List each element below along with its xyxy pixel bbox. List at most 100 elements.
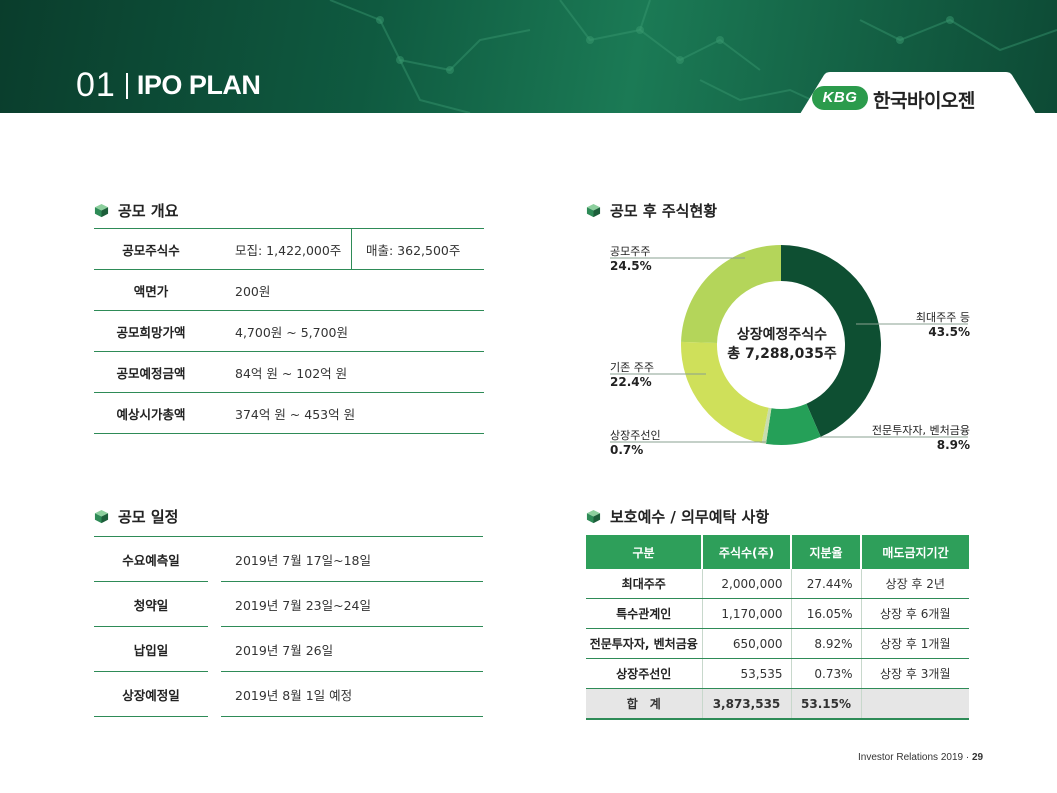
slice-percent: 24.5% [610, 259, 652, 273]
slice-name: 상장주선인 [610, 429, 661, 442]
cell-period: 상장 후 3개월 [861, 658, 969, 689]
cube-icon [94, 509, 109, 524]
row-value: 84억 원 ~ 102억 원 [221, 351, 484, 393]
cube-icon [586, 509, 601, 524]
center-label-1: 상장예정주식수 [736, 327, 828, 343]
table-header-row: 구분 주식수(주) 지분율 매도금지기간 [586, 535, 969, 569]
row-value: 2019년 7월 17일~18일 [221, 536, 483, 582]
cell-shares: 53,535 [702, 658, 792, 689]
cell-period [861, 688, 969, 720]
slice-label-vc: 전문투자자, 벤처금융 8.9% [830, 424, 970, 452]
cube-icon [94, 203, 109, 218]
col-header: 구분 [586, 535, 703, 569]
slice-label-underwriter: 상장주선인 0.7% [610, 429, 661, 457]
lockup-table: 구분 주식수(주) 지분율 매도금지기간 최대주주 2,000,000 27.4… [586, 535, 969, 720]
table-row: 상장예정일 2019년 8월 1일 예정 [94, 671, 483, 717]
lockup-title-text: 보호예수 / 의무예탁 사항 [610, 508, 770, 526]
schedule-section-title: 공모 일정 [94, 506, 178, 527]
table-row: 청약일 2019년 7월 23일~24일 [94, 581, 483, 627]
page-title: IPO PLAN [136, 70, 261, 100]
cell-ratio: 53.15% [791, 688, 862, 720]
cell-name: 최대주주 [586, 569, 703, 599]
row-label: 납입일 [94, 626, 208, 672]
slice-name: 공모주주 [610, 245, 651, 258]
donut-slice [765, 403, 821, 445]
cell-shares: 1,170,000 [702, 598, 792, 629]
cell-name: 상장주선인 [586, 658, 703, 689]
cell-shares: 650,000 [702, 628, 792, 659]
row-value: 2019년 7월 23일~24일 [221, 581, 483, 627]
slice-percent: 8.9% [936, 438, 970, 452]
row-value: 4,700원 ~ 5,700원 [221, 310, 484, 352]
row-label: 수요예측일 [94, 536, 208, 582]
row-value: 모집: 1,422,000주 [221, 228, 352, 270]
row-label: 공모예정금액 [94, 351, 208, 393]
cube-icon [586, 203, 601, 218]
heading-divider [125, 72, 128, 99]
table-row: 공모주식수 모집: 1,422,000주 매출: 362,500주 [94, 228, 484, 270]
table-row: 공모예정금액 84억 원 ~ 102억 원 [94, 351, 484, 393]
slice-percent: 22.4% [610, 375, 652, 389]
page-heading: 01 IPO PLAN [76, 66, 261, 105]
col-header: 지분율 [791, 535, 862, 569]
row-label: 공모희망가액 [94, 310, 208, 352]
company-name: 한국바이오젠 [873, 90, 975, 112]
slice-label-existing: 기존 주주 22.4% [610, 361, 654, 389]
row-value-2: 매출: 362,500주 [351, 228, 484, 270]
table-row: 예상시가총액 374억 원 ~ 453억 원 [94, 392, 484, 434]
header-banner: 01 IPO PLAN [0, 0, 1057, 113]
table-row: 최대주주 2,000,000 27.44% 상장 후 2년 [586, 569, 969, 599]
slice-name: 최대주주 등 [915, 311, 970, 324]
table-row: 납입일 2019년 7월 26일 [94, 626, 483, 672]
lockup-section-title: 보호예수 / 의무예탁 사항 [586, 506, 769, 527]
slice-percent: 0.7% [610, 443, 644, 457]
slice-name: 기존 주주 [610, 361, 654, 374]
cell-period: 상장 후 6개월 [861, 598, 969, 629]
section-number: 01 [76, 66, 116, 104]
slice-label-public: 공모주주 24.5% [610, 245, 652, 273]
cell-ratio: 8.92% [791, 628, 862, 659]
page-number: 29 [971, 752, 984, 763]
cell-name: 합 계 [586, 688, 703, 720]
offering-title-text: 공모 개요 [118, 202, 179, 220]
shareholding-title-text: 공모 후 주식현황 [610, 202, 718, 220]
cell-ratio: 16.05% [791, 598, 862, 629]
schedule-table: 수요예측일 2019년 7월 17일~18일 청약일 2019년 7월 23일~… [94, 536, 483, 717]
col-header: 매도금지기간 [861, 535, 969, 569]
shareholding-section-title: 공모 후 주식현황 [586, 200, 717, 221]
offering-table: 공모주식수 모집: 1,422,000주 매출: 362,500주 액면가 20… [94, 228, 484, 434]
slice-name: 전문투자자, 벤처금융 [871, 424, 970, 437]
row-label: 상장예정일 [94, 671, 208, 717]
row-value: 200원 [221, 269, 484, 311]
row-label: 공모주식수 [94, 228, 208, 270]
cell-period: 상장 후 1개월 [861, 628, 969, 659]
table-row: 상장주선인 53,535 0.73% 상장 후 3개월 [586, 658, 969, 689]
cell-ratio: 0.73% [791, 658, 862, 689]
molecule-pattern [329, 0, 1057, 113]
col-header: 주식수(주) [702, 535, 792, 569]
cell-ratio: 27.44% [791, 569, 862, 599]
cell-name: 특수관계인 [586, 598, 703, 629]
logo-badge: KBG [812, 86, 868, 110]
cell-period: 상장 후 2년 [861, 569, 969, 599]
row-value: 374억 원 ~ 453억 원 [221, 392, 484, 434]
footer-text: Investor Relations 2019 · [858, 752, 972, 763]
center-label-2: 총 7,288,035주 [727, 346, 837, 362]
slice-label-major: 최대주주 등 43.5% [858, 311, 970, 339]
table-row: 수요예측일 2019년 7월 17일~18일 [94, 536, 483, 582]
slice-percent: 43.5% [928, 325, 970, 339]
cell-shares: 3,873,535 [702, 688, 792, 720]
table-row: 액면가 200원 [94, 269, 484, 311]
row-value: 2019년 8월 1일 예정 [221, 671, 483, 717]
cell-name: 전문투자자, 벤처금융 [586, 628, 703, 659]
table-row: 특수관계인 1,170,000 16.05% 상장 후 6개월 [586, 598, 969, 629]
offering-section-title: 공모 개요 [94, 200, 178, 221]
donut-slice [761, 407, 772, 444]
table-row: 전문투자자, 벤처금융 650,000 8.92% 상장 후 1개월 [586, 628, 969, 659]
row-label: 예상시가총액 [94, 392, 208, 434]
row-label: 액면가 [94, 269, 208, 311]
row-label: 청약일 [94, 581, 208, 627]
table-row: 공모희망가액 4,700원 ~ 5,700원 [94, 310, 484, 352]
row-value: 2019년 7월 26일 [221, 626, 483, 672]
donut-center-label: 상장예정주식수 총 7,288,035주 [712, 326, 852, 364]
